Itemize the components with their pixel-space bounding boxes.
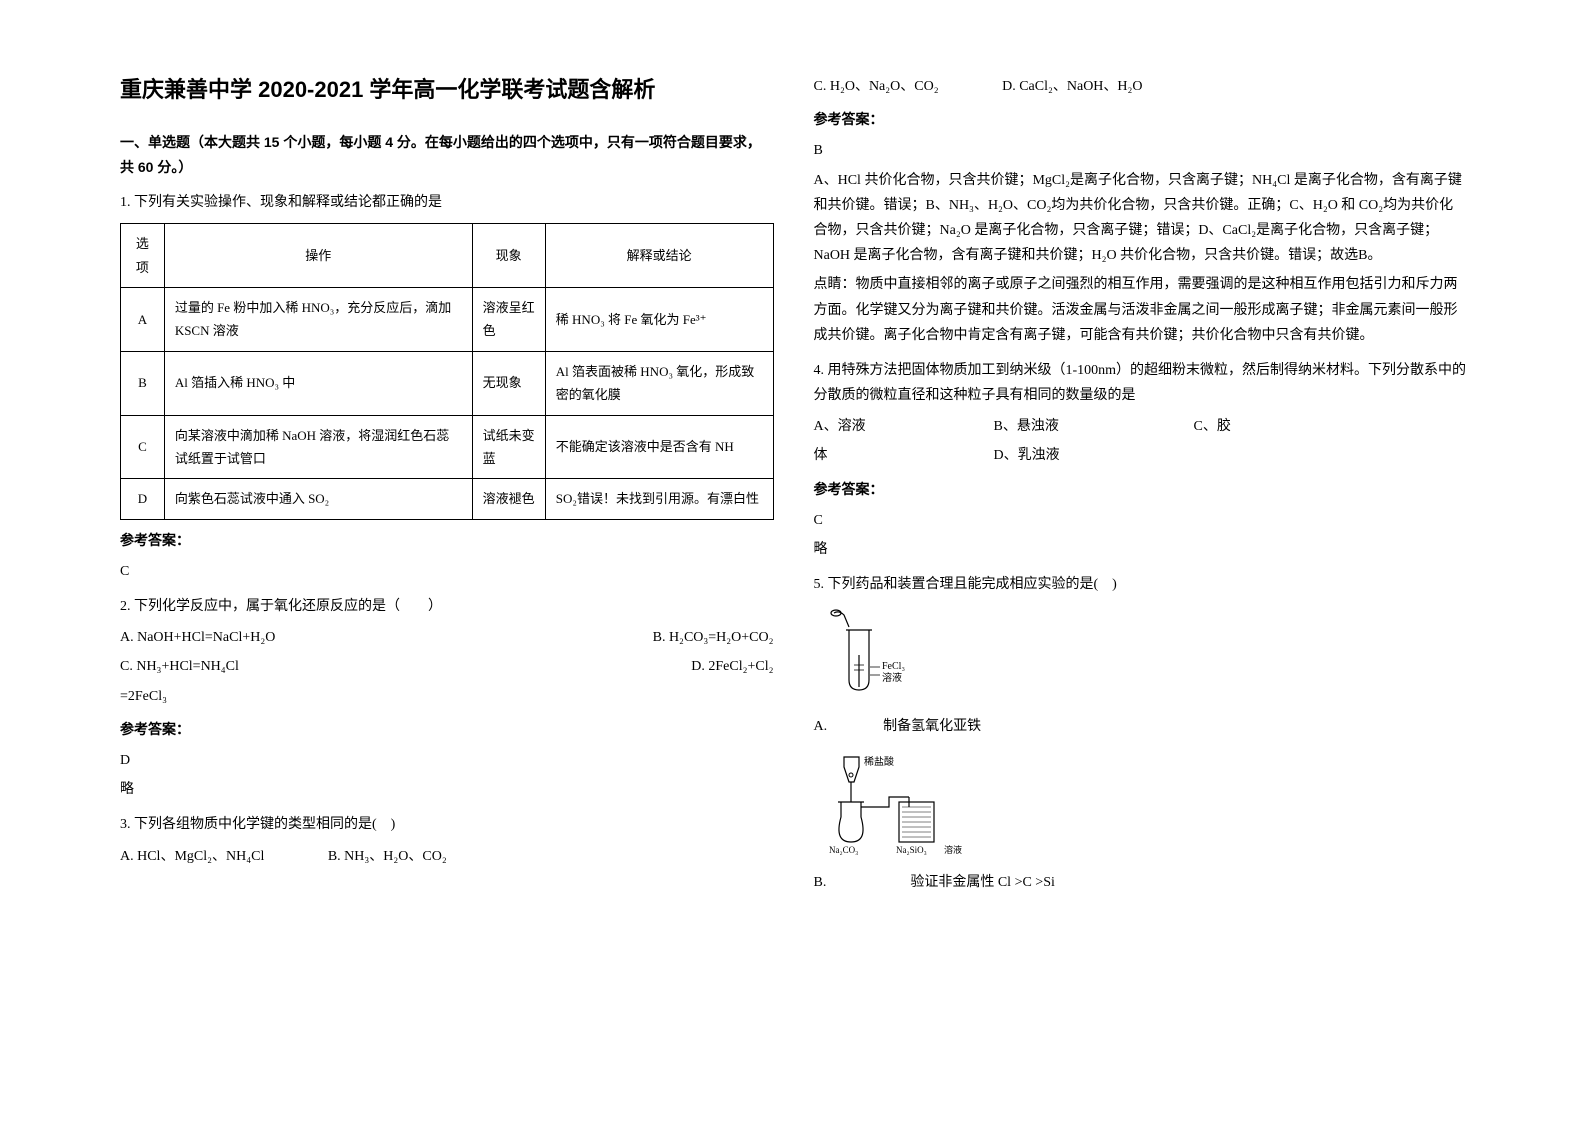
cell: 无现象: [472, 351, 545, 415]
option-letter: A.: [814, 719, 884, 734]
q4-extra: 略: [814, 537, 1468, 562]
cell: 稀 HNO₃ 将 Fe 氧化为 Fe³⁺: [545, 287, 773, 351]
q4-opt-a: A、溶液: [814, 414, 994, 439]
cell: 向紫色石蕊试液中通入 SO₂: [164, 479, 472, 519]
th-conclusion: 解释或结论: [545, 224, 773, 288]
cell: 向某溶液中滴加稀 NaOH 溶液，将湿润红色石蕊试纸置于试管口: [164, 415, 472, 479]
section-1-header: 一、单选题（本大题共 15 个小题，每小题 4 分。在每小题给出的四个选项中，只…: [120, 130, 774, 180]
q2-opt-d: D. 2FeCl₂+Cl₂: [691, 654, 773, 679]
left-column: 重庆兼善中学 2020-2021 学年高一化学联考试题含解析 一、单选题（本大题…: [100, 70, 794, 1072]
q1-answer: C: [120, 559, 774, 584]
q2-opt-c: C. NH₃+HCl=NH₄Cl: [120, 654, 239, 679]
cell: 溶液呈红色: [472, 287, 545, 351]
q3-options-ab: A. HCl、MgCl₂、NH₄Cl B. NH₃、H₂O、CO₂: [120, 844, 774, 869]
cell: 试纸未变蓝: [472, 415, 545, 479]
cell: A: [121, 287, 165, 351]
caption-text: 验证非金属性 Cl >C >Si: [910, 875, 1055, 890]
table-row: C 向某溶液中滴加稀 NaOH 溶液，将湿润红色石蕊试纸置于试管口 试纸未变蓝 …: [121, 415, 774, 479]
q1-answer-label: 参考答案：: [120, 528, 774, 553]
label: 稀盐酸: [864, 755, 894, 768]
q3-answer-label: 参考答案：: [814, 107, 1468, 132]
q4-options: A、溶液 B、悬浊液 C、胶 体 D、乳浊液: [814, 414, 1468, 468]
q3-explain1: A、HCl 共价化合物，只含共价键；MgCl₂是离子化合物，只含离子键；NH₄C…: [814, 168, 1468, 269]
q5-diagram-a: FeCl₃ 溶液: [814, 605, 1468, 709]
q4-opt-b: B、悬浊液: [994, 414, 1194, 439]
th-operation: 操作: [164, 224, 472, 288]
cell: Al 箔表面被稀 HNO₃ 氧化，形成致密的氧化膜: [545, 351, 773, 415]
right-column: C. H₂O、Na₂O、CO₂ D. CaCl₂、NaOH、H₂O 参考答案： …: [794, 70, 1488, 1072]
cell: 溶液褪色: [472, 479, 545, 519]
th-option: 选项: [121, 224, 165, 288]
option-letter: B.: [814, 875, 911, 890]
q4-answer: C: [814, 508, 1468, 533]
q1-stem: 1. 下列有关实验操作、现象和解释或结论都正确的是: [120, 190, 774, 215]
q5-stem: 5. 下列药品和装置合理且能完成相应实验的是( ): [814, 572, 1468, 597]
q4-stem: 4. 用特殊方法把固体物质加工到纳米级（1-100nm）的超细粉末微粒，然后制得…: [814, 358, 1468, 408]
q2-opt-b: B. H₂CO₃=H₂O+CO₂: [653, 625, 774, 650]
cell: 不能确定该溶液中是否含有 NH: [545, 415, 773, 479]
q1-table: 选项 操作 现象 解释或结论 A 过量的 Fe 粉中加入稀 HNO₃，充分反应后…: [120, 223, 774, 520]
q4-opt-c: C、胶: [1194, 414, 1314, 439]
q2-extra: 略: [120, 777, 774, 802]
cell: C: [121, 415, 165, 479]
q3-explain2: 点睛：物质中直接相邻的离子或原子之间强烈的相互作用，需要强调的是这种相互作用包括…: [814, 272, 1468, 348]
th-phenomenon: 现象: [472, 224, 545, 288]
q2-stem: 2. 下列化学反应中，属于氧化还原反应的是（ ）: [120, 594, 774, 619]
q3-stem: 3. 下列各组物质中化学键的类型相同的是( ): [120, 812, 774, 837]
table-row: B Al 箔插入稀 HNO₃ 中 无现象 Al 箔表面被稀 HNO₃ 氧化，形成…: [121, 351, 774, 415]
q5-caption-b: B. 验证非金属性 Cl >C >Si: [814, 870, 1468, 895]
q5-diagram-b: 稀盐酸 Na₂CO₃ Na₂SiO₃ 溶液: [814, 747, 1468, 866]
q2-opt-a: A. NaOH+HCl=NaCl+H₂O: [120, 625, 275, 650]
q3-opt-a: A. HCl、MgCl₂、NH₄Cl: [120, 844, 264, 869]
q3-opt-b: B. NH₃、H₂O、CO₂: [328, 844, 447, 869]
label: 溶液: [944, 844, 962, 855]
q2-answer-label: 参考答案：: [120, 717, 774, 742]
q3-opt-c: C. H₂O、Na₂O、CO₂: [814, 74, 939, 99]
table-row: A 过量的 Fe 粉中加入稀 HNO₃，充分反应后，滴加 KSCN 溶液 溶液呈…: [121, 287, 774, 351]
table-row: D 向紫色石蕊试液中通入 SO₂ 溶液褪色 SO₂错误！未找到引用源。有漂白性: [121, 479, 774, 519]
q5-caption-a: A. 制备氢氧化亚铁: [814, 714, 1468, 739]
document-title: 重庆兼善中学 2020-2021 学年高一化学联考试题含解析: [120, 70, 774, 110]
cell: Al 箔插入稀 HNO₃ 中: [164, 351, 472, 415]
cell: 过量的 Fe 粉中加入稀 HNO₃，充分反应后，滴加 KSCN 溶液: [164, 287, 472, 351]
label: FeCl₃: [882, 661, 905, 672]
cell: D: [121, 479, 165, 519]
q4-opt-c2: 体: [814, 443, 994, 468]
test-tube-icon: FeCl₃ 溶液: [814, 605, 934, 700]
label: Na₂CO₃: [829, 845, 858, 855]
cell: SO₂错误！未找到引用源。有漂白性: [545, 479, 773, 519]
caption-text: 制备氢氧化亚铁: [883, 719, 981, 734]
q3-options-cd: C. H₂O、Na₂O、CO₂ D. CaCl₂、NaOH、H₂O: [814, 74, 1468, 99]
q2-opt-d2: =2FeCl₃: [120, 684, 774, 709]
label: 溶液: [882, 671, 902, 684]
q2-answer: D: [120, 748, 774, 773]
apparatus-icon: 稀盐酸 Na₂CO₃ Na₂SiO₃ 溶液: [814, 747, 984, 857]
q4-answer-label: 参考答案：: [814, 477, 1468, 502]
label: Na₂SiO₃: [896, 845, 927, 855]
q2-options-ab: A. NaOH+HCl=NaCl+H₂O B. H₂CO₃=H₂O+CO₂: [120, 625, 774, 650]
q4-opt-d: D、乳浊液: [994, 443, 1194, 468]
q3-opt-d: D. CaCl₂、NaOH、H₂O: [1002, 74, 1142, 99]
q3-answer: B: [814, 138, 1468, 163]
q2-options-cd: C. NH₃+HCl=NH₄Cl D. 2FeCl₂+Cl₂: [120, 654, 774, 679]
table-header-row: 选项 操作 现象 解释或结论: [121, 224, 774, 288]
cell: B: [121, 351, 165, 415]
